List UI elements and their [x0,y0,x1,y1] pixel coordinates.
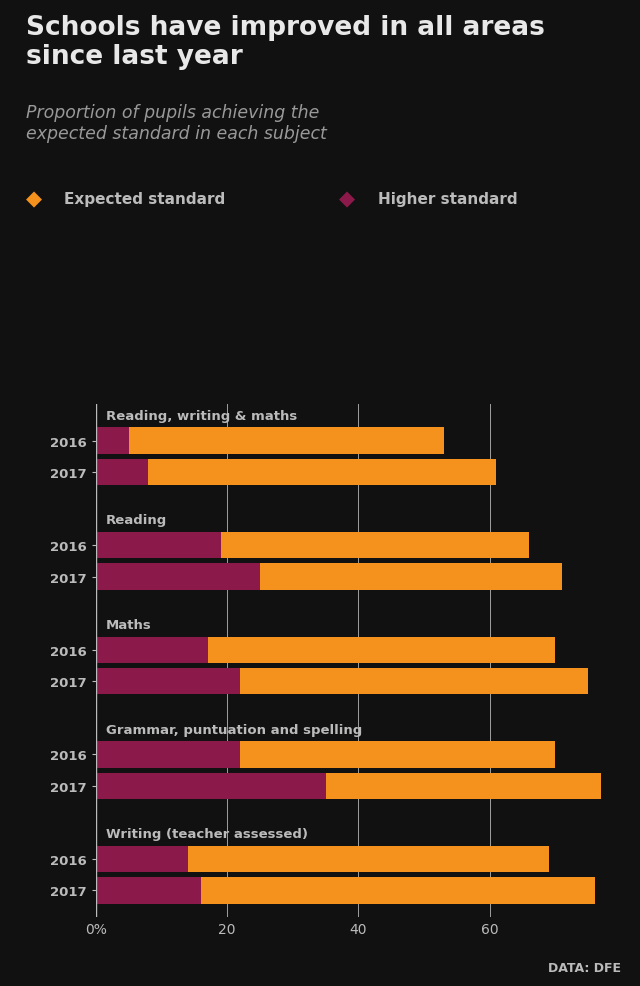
Bar [96,846,188,873]
Bar [260,564,562,591]
Bar [201,878,595,904]
Text: Higher standard: Higher standard [378,191,517,207]
Text: Reading, writing & maths: Reading, writing & maths [106,409,297,422]
Text: Proportion of pupils achieving the
expected standard in each subject: Proportion of pupils achieving the expec… [26,104,326,143]
Bar [129,428,444,455]
Bar [326,773,601,800]
Text: DATA: DFE: DATA: DFE [548,961,621,974]
Text: Reading: Reading [106,514,167,527]
Text: Maths: Maths [106,618,152,631]
Bar [96,459,148,486]
Text: ◆: ◆ [339,189,355,209]
Text: Schools have improved in all areas
since last year: Schools have improved in all areas since… [26,15,545,70]
Bar [96,669,241,695]
Bar [96,532,221,559]
Bar [96,878,201,904]
Bar [241,741,556,768]
Bar [96,741,241,768]
Bar [188,846,548,873]
Bar [96,637,207,664]
Text: Grammar, puntuation and spelling: Grammar, puntuation and spelling [106,723,362,736]
Text: ◆: ◆ [26,189,42,209]
Text: Expected standard: Expected standard [64,191,225,207]
Bar [96,428,129,455]
Bar [207,637,556,664]
Bar [241,669,588,695]
Text: Writing (teacher assessed): Writing (teacher assessed) [106,827,308,840]
Bar [148,459,496,486]
Bar [96,564,260,591]
Bar [221,532,529,559]
Bar [96,773,326,800]
